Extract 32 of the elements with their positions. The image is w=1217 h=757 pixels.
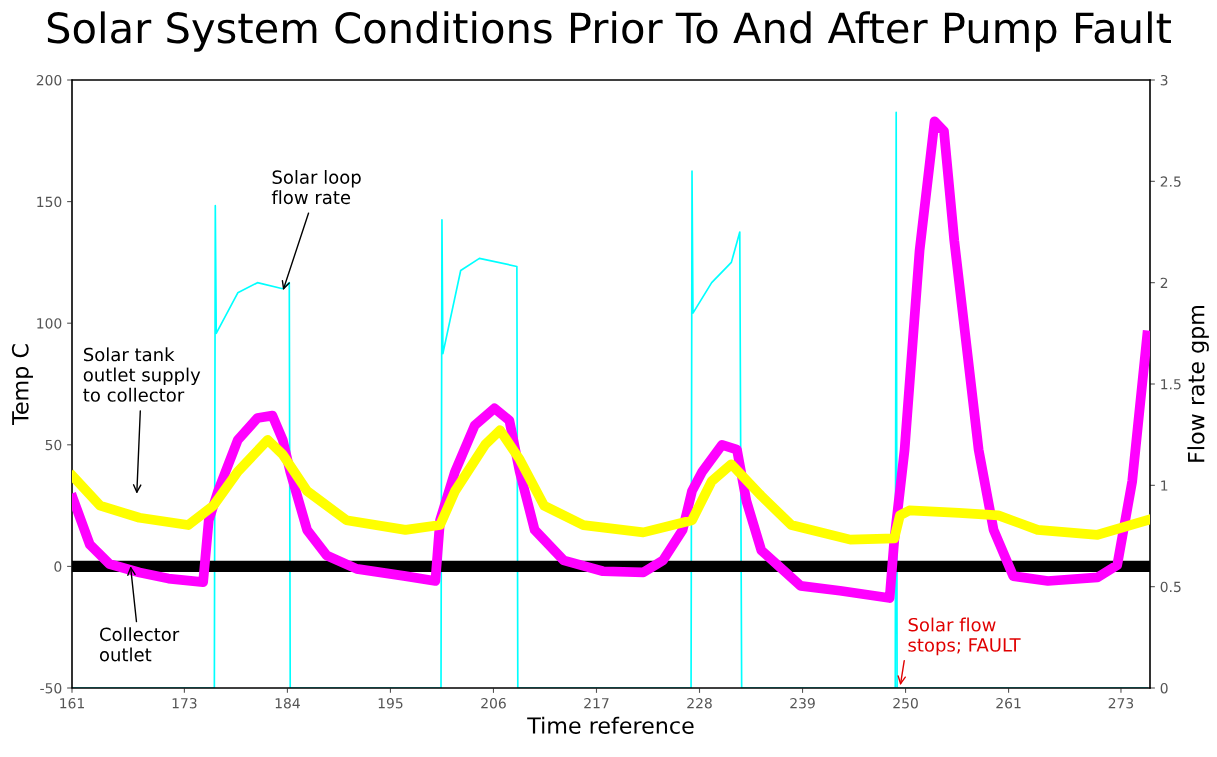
x-tick-label: 217 [584, 697, 609, 709]
y-tick-label: 50 [45, 439, 62, 451]
y2-tick-label: 0.5 [1160, 581, 1181, 593]
annotation: Solar flow stops; FAULT [908, 617, 1021, 656]
y2-axis-title: Flow rate gpm [1187, 305, 1209, 462]
y2-tick-label: 1 [1161, 480, 1168, 491]
y2-tick-label: 2.5 [1160, 176, 1181, 187]
x-tick-label: 239 [790, 697, 815, 709]
y2-tick-label: 1.5 [1161, 379, 1181, 390]
x-tick-label: 250 [893, 697, 918, 709]
y2-tick-label: 0 [1160, 682, 1168, 694]
x-tick-label: 228 [687, 697, 712, 709]
x-tick-label: 206 [481, 697, 506, 709]
x-tick-label: 173 [172, 697, 197, 709]
y-axis-title: Temp C [11, 344, 33, 425]
y-tick-label: 150 [37, 196, 62, 208]
y2-tick-label: 3 [1160, 74, 1168, 86]
text: Collector outlet [99, 627, 180, 662]
x-tick-label: 273 [1108, 697, 1134, 709]
x-axis-title: Time reference [527, 716, 694, 734]
x-tick-label: 184 [275, 697, 300, 709]
x-tick-label: 195 [378, 697, 403, 709]
y-tick-label: 100 [37, 318, 62, 329]
x-tick-label: 161 [60, 697, 84, 709]
x-tick-label: 261 [996, 697, 1021, 709]
text: Solar tank outlet supply to collector [83, 347, 201, 402]
y-tick-label: 200 [36, 74, 62, 86]
text: Solar loop flow rate [271, 169, 361, 205]
y2-tick-label: 2 [1160, 277, 1168, 288]
chart-title: Solar System Conditions Prior To And After Pump Fault [47, 11, 1171, 52]
y-tick-label: 0 [54, 561, 62, 572]
y-tick-label: -50 [40, 682, 62, 694]
